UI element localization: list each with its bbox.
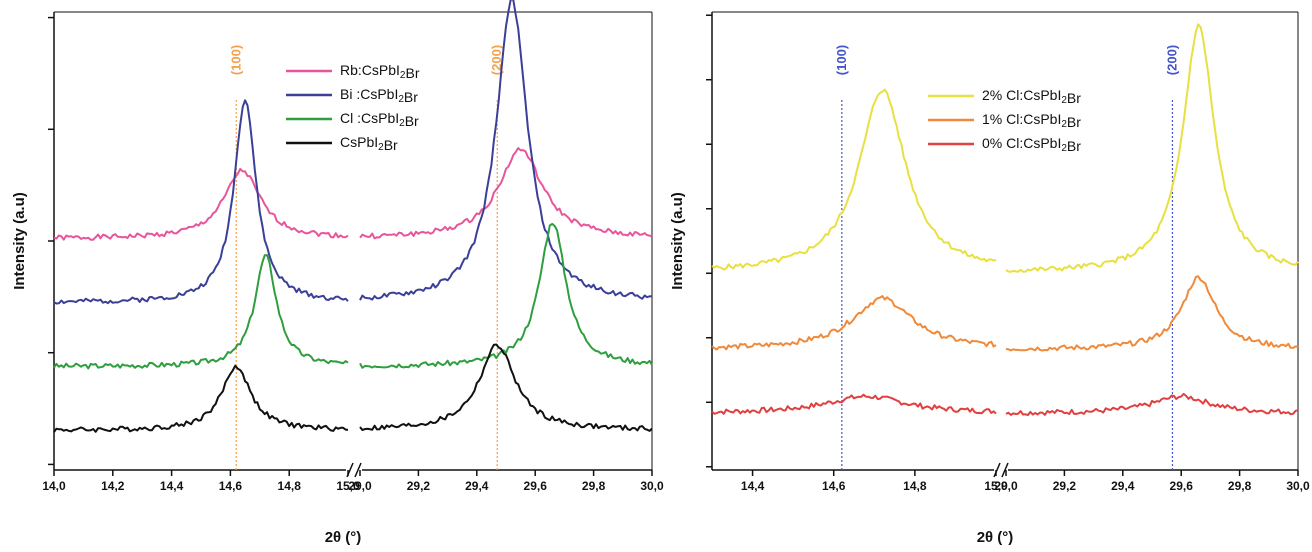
x-tick-label: 14,8 xyxy=(903,479,927,493)
x-tick-label: 14,6 xyxy=(219,479,243,493)
series-line xyxy=(53,364,349,433)
axis-break-mark xyxy=(993,462,1001,478)
series-line xyxy=(711,393,997,415)
series-line xyxy=(359,0,653,301)
x-axis-label: 2θ (°) xyxy=(325,529,362,546)
series-line xyxy=(53,167,349,241)
peak-label: (100) xyxy=(228,45,243,75)
x-tick-label: 14,2 xyxy=(101,479,125,493)
legend-label: Bi :CsPbI2Br xyxy=(340,86,418,105)
legend-label: 2% Cl:CsPbI2Br xyxy=(982,87,1081,106)
y-axis-label: Intensity (a.u) xyxy=(669,192,686,290)
x-tick-label: 29,8 xyxy=(1228,479,1252,493)
x-axis-label: 2θ (°) xyxy=(977,529,1014,546)
series-line xyxy=(53,99,349,305)
y-axis-label: Intensity (a.u) xyxy=(11,192,28,290)
series-line xyxy=(53,254,349,370)
x-tick-label: 29,4 xyxy=(1111,479,1135,493)
x-tick-label: 29,0 xyxy=(994,479,1018,493)
x-tick-label: 29,0 xyxy=(348,479,372,493)
x-tick-label: 14,0 xyxy=(42,479,66,493)
series-line xyxy=(711,88,997,271)
x-tick-label: 29,4 xyxy=(465,479,489,493)
x-tick-label: 14,6 xyxy=(822,479,846,493)
series-line xyxy=(359,222,653,369)
series-line xyxy=(359,343,653,432)
x-tick-label: 14,4 xyxy=(160,479,184,493)
series-line xyxy=(359,147,653,240)
series-line xyxy=(1005,23,1299,273)
x-tick-label: 29,8 xyxy=(582,479,606,493)
x-tick-label: 29,2 xyxy=(407,479,431,493)
x-tick-label: 30,0 xyxy=(640,479,664,493)
x-tick-label: 15,0 xyxy=(336,479,360,493)
x-tick-label: 29,2 xyxy=(1053,479,1077,493)
legend-label: CsPbI2Br xyxy=(340,134,398,153)
peak-label: (200) xyxy=(489,45,504,75)
legend-label: Cl :CsPbI2Br xyxy=(340,110,419,129)
chart-panel-right: 14,4 14,6 14,8 15,029,0 29,2 29,4 29,6 29,8 30,0… xyxy=(669,11,1310,546)
x-tick-label: 14,8 xyxy=(278,479,302,493)
series-line xyxy=(1005,275,1299,352)
legend-label: 0% Cl:CsPbI2Br xyxy=(982,135,1081,154)
legend-label: Rb:CsPbI2Br xyxy=(340,62,420,81)
series-line xyxy=(1005,392,1299,417)
peak-label: (200) xyxy=(1164,45,1179,75)
x-tick-label: 30,0 xyxy=(1286,479,1310,493)
legend-label: 1% Cl:CsPbI2Br xyxy=(982,111,1081,130)
peak-label: (100) xyxy=(834,45,849,75)
x-tick-label: 15,0 xyxy=(984,479,1008,493)
axis-break-mark xyxy=(1001,462,1009,478)
axis-break-mark xyxy=(354,462,362,478)
series-line xyxy=(711,295,997,351)
x-tick-label: 14,4 xyxy=(741,479,765,493)
x-tick-label: 29,6 xyxy=(1170,479,1194,493)
chart-panel-left: 14,0 14,2 14,4 14,6 14,8 15,029,0 29,2 29,4 29,6… xyxy=(11,0,664,546)
x-tick-label: 29,6 xyxy=(524,479,548,493)
